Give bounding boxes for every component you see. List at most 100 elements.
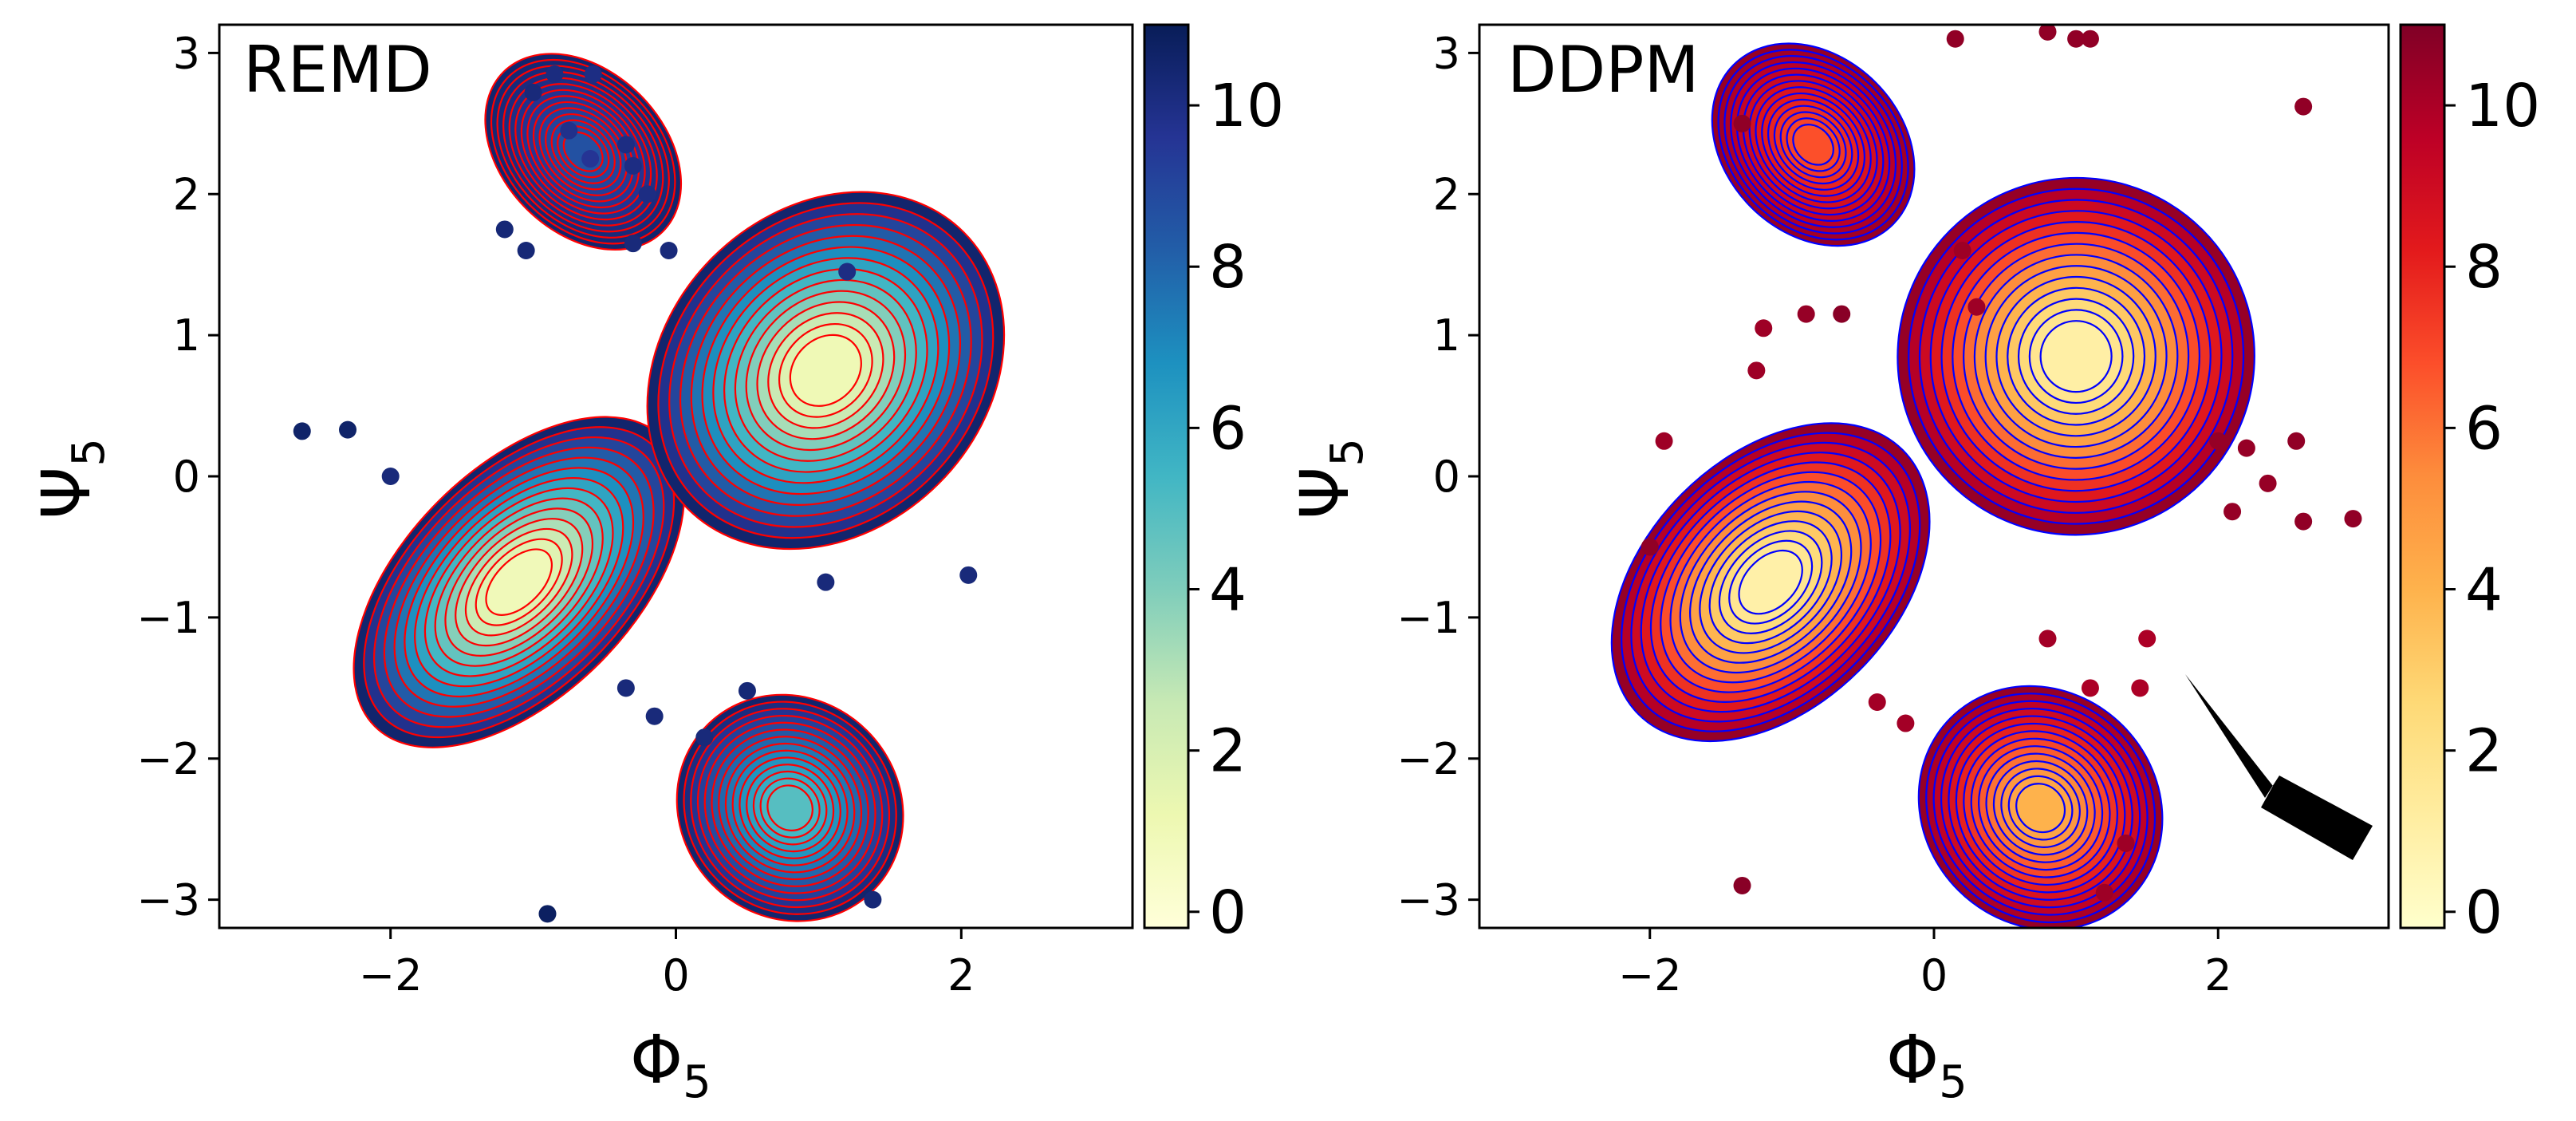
- colorbar-tick-label: 10: [2465, 72, 2540, 140]
- scatter-point: [1868, 693, 1886, 711]
- scatter-point: [645, 707, 664, 725]
- scatter-point: [293, 422, 311, 440]
- basin-beta: [1897, 176, 2255, 536]
- scatter-point: [1953, 242, 1971, 259]
- basin-alpha-R: [1610, 422, 1931, 743]
- scatter-point: [838, 262, 857, 281]
- contour-level: [2039, 320, 2113, 393]
- scatter-point: [2131, 679, 2149, 697]
- y-tick-label: 0: [1433, 452, 1460, 502]
- remd-x-axis-label: Φ5: [630, 1020, 711, 1108]
- scatter-point: [1733, 114, 1751, 132]
- x-tick-label: −2: [359, 950, 423, 1001]
- scatter-point: [2294, 512, 2313, 531]
- x-tick-label: 2: [2204, 950, 2231, 1001]
- y-tick-label: −2: [136, 734, 200, 784]
- scatter-point: [616, 679, 635, 697]
- scatter-point: [864, 890, 882, 909]
- ddpm-colorbar: [2399, 23, 2446, 930]
- colorbar-tick-label: 0: [2465, 878, 2503, 947]
- basin-PII: [484, 53, 683, 251]
- scatter-point: [2038, 25, 2057, 41]
- ddpm-ticks: −2 0 2 3 2 1 0 −1 −2 −3: [1396, 28, 2231, 1001]
- y-tick-label: −2: [1396, 734, 1460, 784]
- y-tick-label: 3: [1433, 28, 1460, 78]
- scatter-point: [1641, 538, 1659, 556]
- scatter-point: [1797, 305, 1815, 323]
- scatter-point: [560, 121, 578, 140]
- scatter-point: [1897, 714, 1915, 732]
- scatter-point: [495, 220, 514, 239]
- y-tick-label: 1: [1433, 310, 1460, 361]
- x-tick-label: −2: [1618, 950, 1682, 1001]
- remd-y-axis-label: Ψ5: [27, 438, 115, 519]
- x-tick-label: 0: [1920, 950, 1948, 1001]
- scatter-point: [660, 242, 678, 259]
- contour-level: [485, 548, 553, 616]
- y-tick-label: 3: [173, 28, 200, 78]
- scatter-point: [2344, 510, 2362, 528]
- scatter-point: [959, 566, 978, 584]
- ddpm-x-axis-label: Φ5: [1886, 1020, 1967, 1108]
- colorbar-tick-label: 4: [1209, 556, 1247, 625]
- remd-title: REMD: [243, 33, 432, 107]
- scatter-point: [581, 150, 600, 168]
- colorbar-tick-label: 8: [2465, 233, 2503, 302]
- y-tick-label: 1: [173, 310, 200, 361]
- basin-alpha-R: [353, 416, 685, 748]
- ddpm-title: DDPM: [1507, 33, 1699, 107]
- scatter-point: [1946, 30, 1964, 48]
- scatter-point: [339, 420, 357, 439]
- scatter-point: [817, 573, 835, 591]
- remd-ticks: −2 0 2 3 2 1 0 −1 −2 −3: [136, 28, 975, 1001]
- scatter-point: [517, 242, 535, 259]
- ddpm-y-axis-label: Ψ5: [1286, 438, 1373, 519]
- y-tick-label: −3: [1396, 875, 1460, 926]
- y-tick-label: 0: [173, 452, 200, 502]
- scatter-point: [524, 83, 542, 101]
- scatter-point: [2081, 30, 2099, 48]
- contour-level: [766, 784, 813, 831]
- y-tick-label: −1: [136, 593, 200, 643]
- basin-alpha-L: [1917, 685, 2164, 928]
- scatter-point: [2237, 439, 2255, 457]
- y-tick-label: 2: [173, 169, 200, 219]
- x-tick-label: 2: [947, 950, 975, 1001]
- scatter-point: [695, 728, 714, 747]
- colorbar-tick-label: 2: [2465, 717, 2503, 786]
- y-tick-label: −3: [136, 875, 200, 926]
- contour-level: [1792, 124, 1834, 166]
- basin-beta: [646, 191, 1006, 551]
- contour-level: [1738, 549, 1803, 615]
- colorbar-tick-label: 0: [1209, 878, 1247, 947]
- scatter-point: [584, 65, 602, 83]
- scatter-point: [538, 905, 557, 923]
- basin-alpha-L: [676, 693, 904, 922]
- scatter-point: [1747, 361, 1766, 380]
- scatter-point: [2067, 30, 2086, 48]
- scatter-point: [1655, 432, 1673, 450]
- scatter-point: [1967, 298, 1986, 316]
- scatter-point: [2209, 432, 2227, 450]
- scatter-point: [616, 136, 635, 154]
- contour-level: [789, 334, 862, 407]
- y-tick-label: −1: [1396, 593, 1460, 643]
- scatter-point: [2223, 503, 2242, 521]
- scatter-point: [1733, 876, 1751, 894]
- scatter-point: [624, 235, 642, 253]
- remd-plot-area: [293, 53, 1006, 923]
- scatter-point: [638, 185, 656, 203]
- scatter-point: [1833, 305, 1851, 323]
- scatter-point: [2117, 834, 2135, 852]
- arrow-annotation: [2185, 674, 2373, 860]
- x-tick-label: 0: [662, 950, 689, 1001]
- basin-PII: [1711, 42, 1916, 247]
- scatter-point: [381, 468, 400, 485]
- ddpm-colorbar-ticks: 0 2 4 6 8 10: [2444, 72, 2540, 947]
- y-tick-label: 2: [1433, 169, 1460, 219]
- scatter-point: [2095, 883, 2113, 902]
- colorbar-tick-label: 8: [1209, 233, 1247, 302]
